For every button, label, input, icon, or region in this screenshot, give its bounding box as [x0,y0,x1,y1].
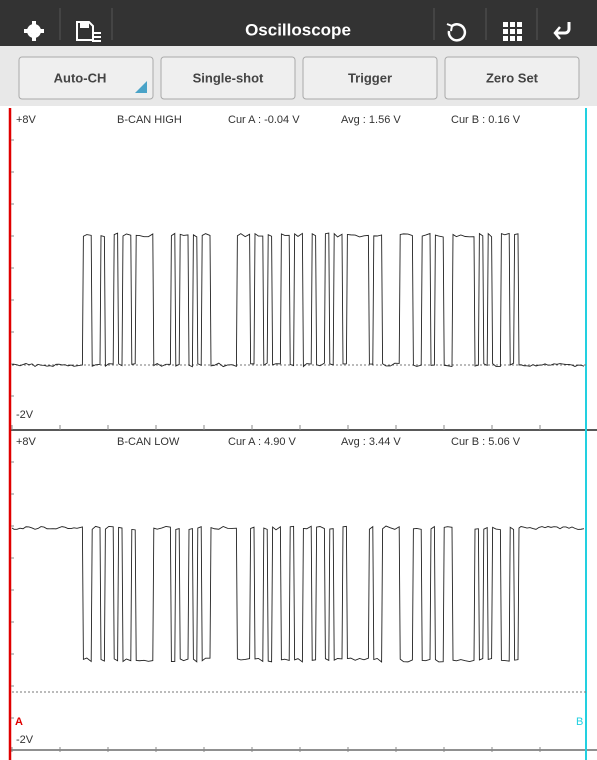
cursor-b-value: Cur B : 5.06 V [451,436,521,448]
button-label[interactable]: Auto-CH [54,70,107,85]
cursor-a-value: Cur A : 4.90 V [228,436,297,448]
toolbar-dividers [59,8,538,40]
scale-bottom: -2V [16,734,34,746]
cursor-a-label: A [15,716,23,728]
back-icon[interactable] [553,22,571,40]
button-frame[interactable] [444,56,580,100]
scale-bottom: -2V [16,409,34,421]
button-frame[interactable] [18,56,154,100]
button-frame[interactable] [302,56,438,100]
cursor-b-label: B [576,716,583,728]
button-label[interactable]: Single-shot [193,70,264,85]
waveform-trace [11,232,585,368]
channel-name: B-CAN LOW [117,436,180,448]
cursor-a-value: Cur A : -0.04 V [228,114,300,126]
toolbar [0,0,597,46]
dropdown-corner[interactable] [135,81,147,93]
button-frame[interactable] [160,56,296,100]
cursor-b-value: Cur B : 0.16 V [451,114,521,126]
settings-icon[interactable] [24,21,44,41]
toolbar-title: Oscilloscope [245,20,351,39]
button-label[interactable]: Zero Set [486,70,539,85]
save-icon[interactable] [76,21,101,42]
grid-icon[interactable] [503,22,522,41]
button-label[interactable]: Trigger [348,70,392,85]
refresh-icon[interactable] [446,23,467,42]
scale-top: +8V [16,436,37,448]
button[interactable]: Trigger [302,56,438,100]
button[interactable]: Single-shot [160,56,296,100]
average-value: Avg : 3.44 V [341,436,401,448]
waveform-trace [11,525,585,663]
average-value: Avg : 1.56 V [341,114,401,126]
button[interactable]: Zero Set [444,56,580,100]
channel-name: B-CAN HIGH [117,114,182,126]
scale-top: +8V [16,114,37,126]
button[interactable]: Auto-CH [18,56,154,100]
